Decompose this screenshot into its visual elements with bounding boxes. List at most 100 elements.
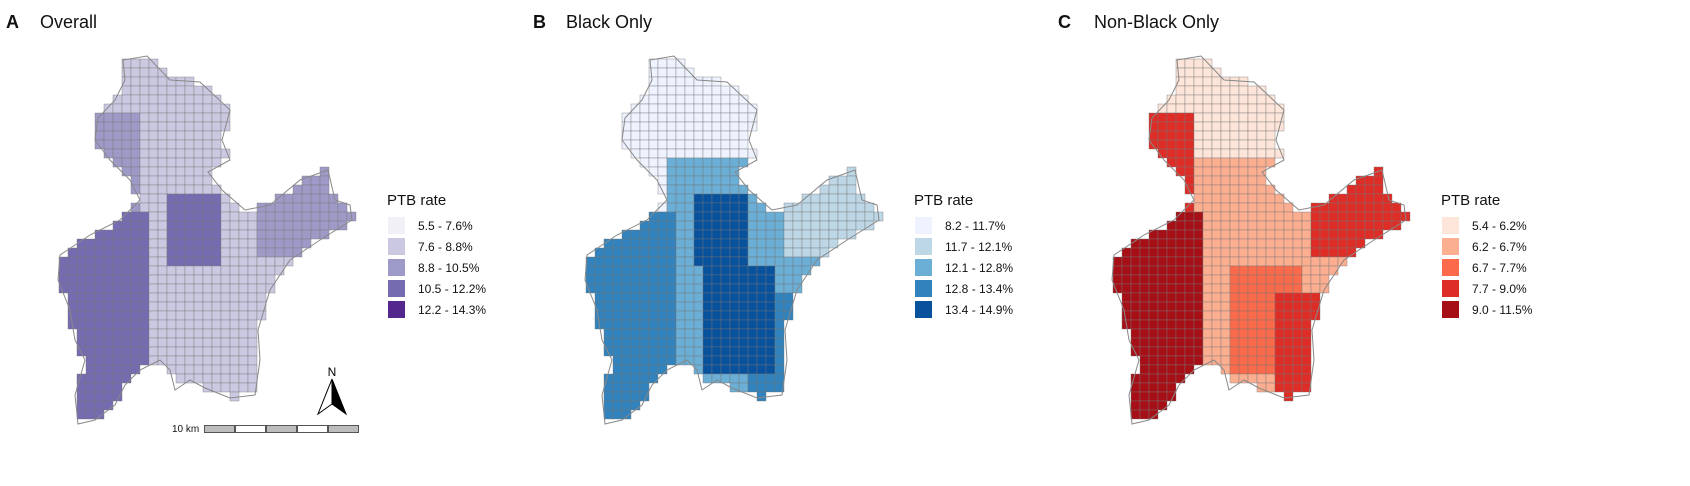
census-tract <box>1211 310 1222 321</box>
census-tract <box>684 94 695 105</box>
census-tract <box>684 103 695 114</box>
census-tract <box>702 121 713 132</box>
census-tract <box>1166 94 1177 105</box>
census-tract <box>774 238 785 249</box>
census-tract <box>1283 391 1294 402</box>
census-tract <box>103 247 114 258</box>
census-tract <box>175 130 186 141</box>
census-tract <box>1166 238 1177 249</box>
census-tract <box>1292 229 1303 240</box>
census-tract <box>238 328 249 339</box>
census-tract <box>774 283 785 294</box>
census-tract <box>1256 283 1267 294</box>
census-tract <box>1220 301 1231 312</box>
census-tract <box>1337 238 1348 249</box>
legend-item: 10.5 - 12.2% <box>387 278 486 299</box>
legend-item: 9.0 - 11.5% <box>1441 299 1532 320</box>
census-tract <box>310 229 321 240</box>
census-tract <box>292 193 303 204</box>
census-tract <box>648 220 659 231</box>
census-tract <box>1184 364 1195 375</box>
census-tract <box>774 211 785 222</box>
census-tract <box>211 238 222 249</box>
census-tract <box>612 382 623 393</box>
census-tract <box>675 157 686 168</box>
census-tract <box>157 220 168 231</box>
census-tract <box>1193 157 1204 168</box>
census-tract <box>1346 184 1357 195</box>
census-tract <box>1364 229 1375 240</box>
census-tract <box>1265 229 1276 240</box>
census-tract <box>747 274 758 285</box>
census-tract <box>1202 85 1213 96</box>
panel-title: Overall <box>40 12 98 32</box>
census-tract <box>837 175 848 186</box>
census-tract <box>621 382 632 393</box>
census-tract <box>1229 220 1240 231</box>
census-tract <box>1382 211 1393 222</box>
census-tract <box>1301 247 1312 258</box>
census-tract <box>175 373 186 384</box>
census-tract <box>1310 229 1321 240</box>
census-tract <box>711 202 722 213</box>
census-tract <box>1229 193 1240 204</box>
census-tract <box>684 193 695 204</box>
census-tract <box>612 319 623 330</box>
census-tract <box>675 328 686 339</box>
census-tract <box>1157 337 1168 348</box>
census-tract <box>1292 256 1303 267</box>
census-tract <box>1256 265 1267 276</box>
census-tract <box>630 265 641 276</box>
census-tract <box>139 301 150 312</box>
census-tract <box>130 229 141 240</box>
legend-item: 8.8 - 10.5% <box>387 257 486 278</box>
census-tract <box>184 355 195 366</box>
census-tract <box>738 220 749 231</box>
census-tract <box>1220 328 1231 339</box>
census-tract <box>1274 382 1285 393</box>
census-tract <box>657 247 668 258</box>
census-tract <box>301 193 312 204</box>
census-tract <box>103 274 114 285</box>
census-tract <box>1220 265 1231 276</box>
census-tract <box>702 328 713 339</box>
census-tract <box>684 283 695 294</box>
census-tract <box>148 139 159 150</box>
census-tract <box>747 382 758 393</box>
census-tract <box>666 310 677 321</box>
census-tract <box>729 274 740 285</box>
census-tract <box>1184 58 1195 69</box>
legend-item: 6.2 - 6.7% <box>1441 236 1532 257</box>
census-tract <box>184 238 195 249</box>
census-tract <box>121 292 132 303</box>
census-tract <box>112 94 123 105</box>
census-tract <box>247 373 258 384</box>
census-tract <box>1184 247 1195 258</box>
legend-swatch <box>1441 300 1460 319</box>
census-tract <box>612 337 623 348</box>
census-tract <box>283 238 294 249</box>
census-tract <box>1301 373 1312 384</box>
census-tract <box>139 283 150 294</box>
census-tract <box>765 328 776 339</box>
census-tract <box>666 346 677 357</box>
census-tract <box>283 211 294 222</box>
census-tract <box>738 229 749 240</box>
census-tract <box>130 76 141 87</box>
census-tract <box>1301 265 1312 276</box>
census-tract <box>112 310 123 321</box>
census-tract <box>666 94 677 105</box>
census-tract <box>139 238 150 249</box>
census-tract <box>657 319 668 330</box>
census-tract <box>238 355 249 366</box>
census-tract <box>229 373 240 384</box>
census-tract <box>1292 211 1303 222</box>
census-tract <box>675 112 686 123</box>
census-tract <box>1256 247 1267 258</box>
census-tract <box>612 346 623 357</box>
census-tract <box>1238 85 1249 96</box>
census-tract <box>121 355 132 366</box>
census-tract <box>130 166 141 177</box>
census-tract <box>1139 301 1150 312</box>
census-tract <box>1292 292 1303 303</box>
